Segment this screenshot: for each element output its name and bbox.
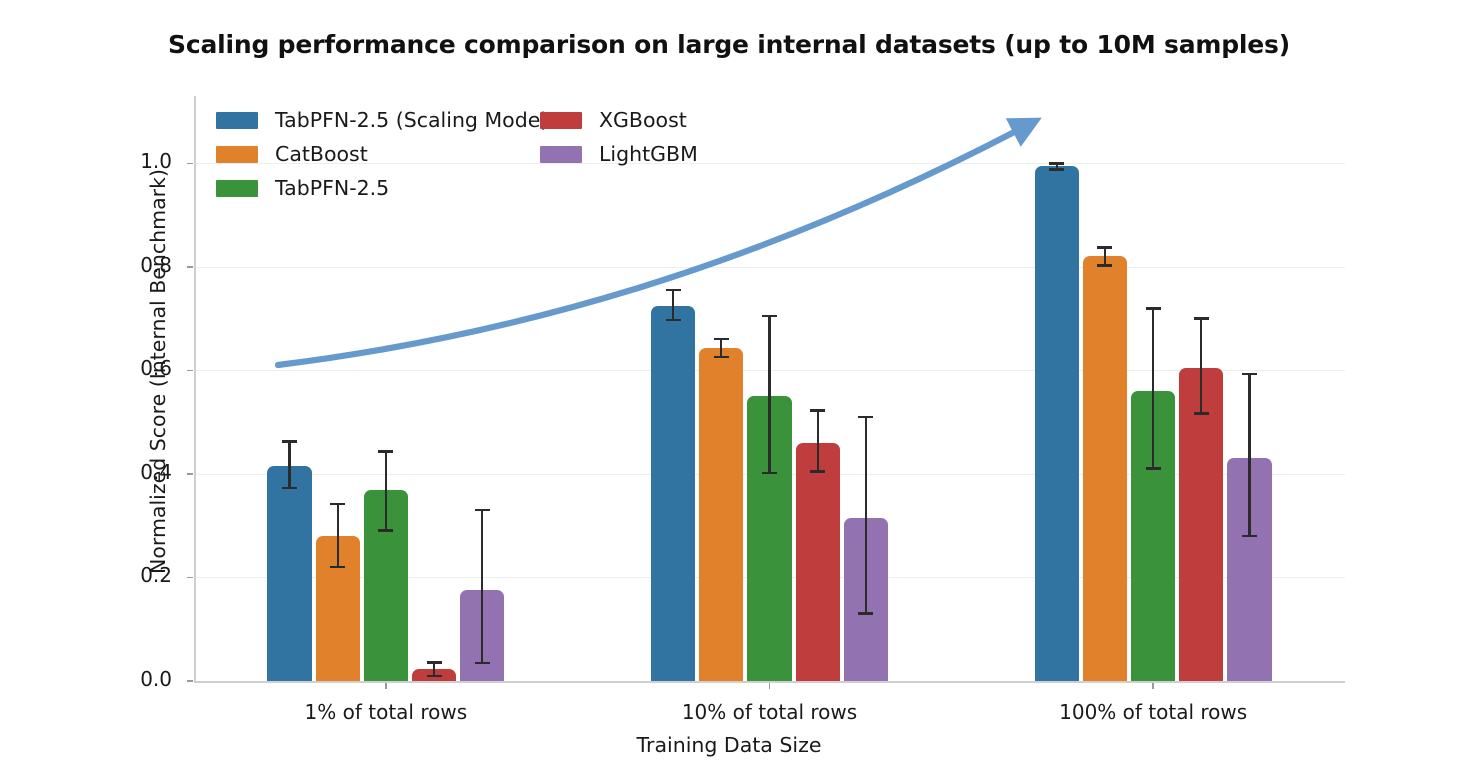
error-bar-cap — [378, 450, 394, 453]
error-bar-line — [768, 316, 771, 473]
error-bar-cap — [474, 508, 490, 512]
error-bar-cap — [426, 661, 442, 664]
error-bar-cap — [1193, 317, 1209, 320]
y-tick-label: 0.0 — [140, 667, 172, 691]
error-bar-cap — [713, 355, 729, 359]
legend-entry: LightGBM — [540, 142, 698, 166]
error-bar-cap — [713, 337, 729, 341]
x-tick-mark — [768, 683, 771, 689]
y-tick-mark — [187, 473, 193, 475]
legend-entry: CatBoost — [216, 142, 368, 166]
y-tick-mark — [187, 576, 193, 579]
error-bar-line — [672, 290, 675, 321]
error-bar-cap — [1097, 263, 1113, 267]
error-bar-cap — [665, 318, 681, 322]
legend-label: TabPFN-2.5 — [275, 176, 390, 200]
bar — [267, 466, 312, 681]
error-bar-cap — [1242, 534, 1258, 538]
y-tick-label: 0.2 — [140, 563, 172, 588]
gridline — [194, 266, 1345, 268]
error-bar-line — [432, 662, 436, 676]
x-tick-mark — [385, 683, 387, 689]
error-bar-line — [1248, 374, 1251, 537]
error-bar-cap — [810, 408, 826, 412]
error-bar-cap — [1145, 467, 1161, 471]
x-tick-label: 100% of total rows — [1059, 700, 1248, 724]
error-bar-line — [720, 338, 723, 357]
y-tick-mark — [187, 369, 193, 372]
error-bar-cap — [1145, 306, 1161, 310]
error-bar-cap — [378, 529, 394, 532]
error-bar-cap — [762, 471, 777, 475]
error-bar-line — [336, 503, 339, 568]
error-bar-cap — [281, 440, 297, 443]
error-bar-cap — [1242, 372, 1258, 376]
legend-label: TabPFN-2.5 (Scaling Mode) — [275, 108, 549, 132]
bar — [1034, 166, 1079, 681]
legend-entry: TabPFN-2.5 — [216, 176, 389, 200]
legend-entry: TabPFN-2.5 (Scaling Mode) — [216, 108, 548, 132]
error-bar-cap — [281, 486, 297, 490]
x-axis-label: Training Data Size — [636, 733, 822, 757]
error-bar-line — [1152, 308, 1155, 469]
legend-swatch — [216, 145, 258, 163]
y-tick-mark — [187, 266, 193, 268]
y-tick-label: 0.6 — [140, 356, 172, 381]
error-bar-cap — [762, 314, 777, 318]
error-bar-line — [288, 441, 291, 488]
error-bar-line — [864, 416, 867, 614]
x-tick-label: 1% of total rows — [304, 700, 468, 724]
bar — [699, 348, 744, 681]
x-axis-spine — [194, 681, 1345, 683]
legend-swatch — [540, 111, 582, 129]
bar — [1179, 367, 1224, 681]
y-axis-spine — [194, 96, 196, 682]
y-tick-label: 1.0 — [140, 149, 172, 174]
y-axis-label: Normalized Score (Internal Benchmark) — [146, 168, 170, 574]
error-bar-cap — [1049, 162, 1065, 165]
error-bar-cap — [1193, 412, 1209, 415]
error-bar-cap — [330, 565, 346, 569]
error-bar-cap — [474, 661, 490, 665]
bar — [1082, 256, 1128, 681]
y-tick-mark — [187, 162, 193, 164]
legend-swatch — [216, 179, 258, 197]
bar — [795, 442, 840, 681]
error-bar-cap — [1097, 246, 1113, 249]
legend-label: CatBoost — [275, 142, 368, 166]
error-bar-line — [1103, 247, 1107, 266]
error-bar-cap — [810, 470, 826, 473]
x-tick-label: 10% of total rows — [681, 700, 858, 724]
y-tick-label: 0.4 — [140, 459, 172, 484]
error-bar-line — [816, 410, 819, 472]
error-bar-line — [481, 510, 484, 663]
bar — [651, 305, 696, 681]
error-bar-cap — [426, 674, 442, 678]
error-bar-cap — [1049, 168, 1065, 171]
error-bar-cap — [858, 415, 874, 419]
chart-legend: TabPFN-2.5 (Scaling Mode) CatBoost TabPFN-… — [216, 108, 776, 212]
legend-swatch — [216, 111, 258, 129]
y-tick-mark — [187, 680, 193, 682]
error-bar-line — [1200, 318, 1203, 414]
y-tick-label: 0.8 — [140, 252, 172, 277]
x-tick-mark — [1152, 683, 1154, 689]
error-bar-line — [384, 451, 387, 531]
legend-label: XGBoost — [599, 108, 687, 132]
legend-label: LightGBM — [599, 142, 698, 166]
error-bar-line — [1055, 163, 1058, 170]
chart-title: Scaling performance comparison on large … — [168, 30, 1290, 59]
legend-entry: XGBoost — [540, 108, 687, 132]
error-bar-cap — [330, 502, 346, 506]
error-bar-cap — [665, 288, 681, 292]
error-bar-cap — [858, 612, 874, 615]
legend-swatch — [540, 145, 582, 163]
